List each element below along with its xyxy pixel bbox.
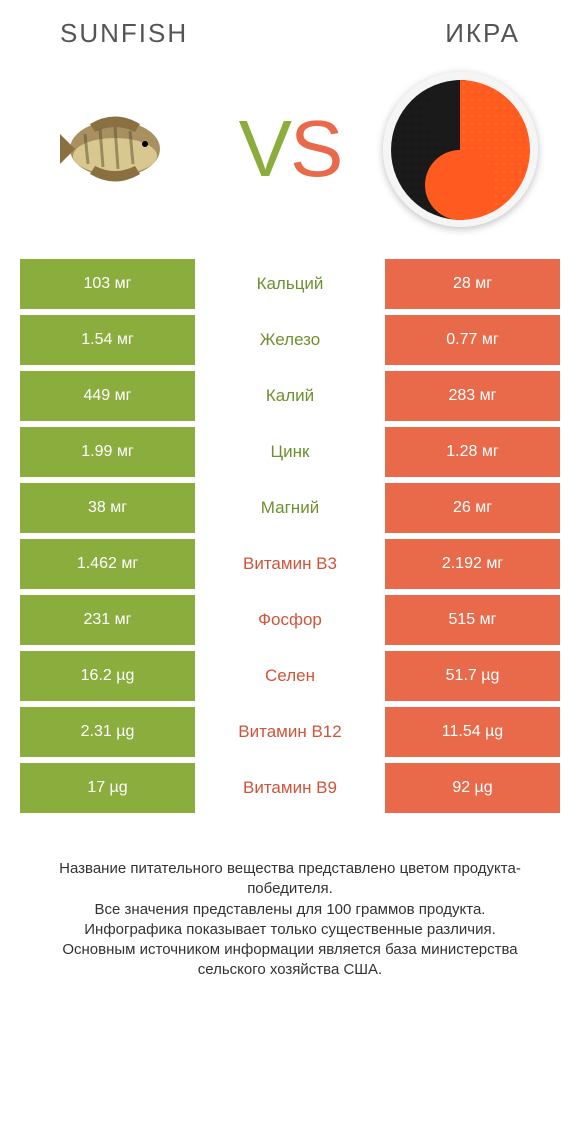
cell-left: 1.462 мг bbox=[20, 539, 195, 589]
footer-line: Название питательного вещества представл… bbox=[30, 859, 550, 900]
table-row: 449 мгКалий283 мг bbox=[20, 371, 560, 421]
cell-label: Кальций bbox=[195, 259, 385, 309]
cell-right: 28 мг bbox=[385, 259, 560, 309]
cell-right: 92 µg bbox=[385, 763, 560, 813]
cell-left: 38 мг bbox=[20, 483, 195, 533]
cell-right: 1.28 мг bbox=[385, 427, 560, 477]
cell-label: Витамин B3 bbox=[195, 539, 385, 589]
cell-label: Селен bbox=[195, 651, 385, 701]
cell-left: 2.31 µg bbox=[20, 707, 195, 757]
cell-right: 51.7 µg bbox=[385, 651, 560, 701]
cell-left: 103 мг bbox=[20, 259, 195, 309]
cell-left: 16.2 µg bbox=[20, 651, 195, 701]
cell-right: 26 мг bbox=[385, 483, 560, 533]
title-right: ИКРА bbox=[445, 18, 520, 49]
cell-right: 515 мг bbox=[385, 595, 560, 645]
vs-v: V bbox=[239, 104, 290, 193]
cell-right: 2.192 мг bbox=[385, 539, 560, 589]
table-row: 2.31 µgВитамин B1211.54 µg bbox=[20, 707, 560, 757]
header: SUNFISH ИКРА bbox=[0, 0, 580, 59]
cell-label: Магний bbox=[195, 483, 385, 533]
table-row: 1.462 мгВитамин B32.192 мг bbox=[20, 539, 560, 589]
caviar-image bbox=[380, 69, 540, 229]
images-row: VS bbox=[0, 59, 580, 259]
cell-left: 1.54 мг bbox=[20, 315, 195, 365]
cell-label: Фосфор bbox=[195, 595, 385, 645]
table-row: 1.54 мгЖелезо0.77 мг bbox=[20, 315, 560, 365]
table-row: 103 мгКальций28 мг bbox=[20, 259, 560, 309]
footer-line: Основным источником информации является … bbox=[30, 940, 550, 981]
footer-line: Инфографика показывает только существенн… bbox=[30, 920, 550, 940]
table-row: 38 мгМагний26 мг bbox=[20, 483, 560, 533]
comparison-table: 103 мгКальций28 мг 1.54 мгЖелезо0.77 мг 44… bbox=[0, 259, 580, 813]
cell-right: 11.54 µg bbox=[385, 707, 560, 757]
cell-label: Витамин B9 bbox=[195, 763, 385, 813]
cell-label: Цинк bbox=[195, 427, 385, 477]
vs-label: VS bbox=[239, 103, 342, 195]
cell-label: Железо bbox=[195, 315, 385, 365]
cell-left: 449 мг bbox=[20, 371, 195, 421]
cell-left: 1.99 мг bbox=[20, 427, 195, 477]
footer-line: Все значения представлены для 100 граммо… bbox=[30, 900, 550, 920]
cell-left: 231 мг bbox=[20, 595, 195, 645]
table-row: 16.2 µgСелен51.7 µg bbox=[20, 651, 560, 701]
cell-right: 283 мг bbox=[385, 371, 560, 421]
vs-s: S bbox=[290, 104, 341, 193]
table-row: 1.99 мгЦинк1.28 мг bbox=[20, 427, 560, 477]
sunfish-image bbox=[40, 69, 200, 229]
footer: Название питательного вещества представл… bbox=[0, 819, 580, 981]
title-left: SUNFISH bbox=[60, 18, 188, 49]
cell-label: Калий bbox=[195, 371, 385, 421]
fish-icon bbox=[50, 104, 190, 194]
table-row: 231 мгФосфор515 мг bbox=[20, 595, 560, 645]
caviar-plate-icon bbox=[383, 72, 538, 227]
cell-label: Витамин B12 bbox=[195, 707, 385, 757]
cell-right: 0.77 мг bbox=[385, 315, 560, 365]
table-row: 17 µgВитамин B992 µg bbox=[20, 763, 560, 813]
cell-left: 17 µg bbox=[20, 763, 195, 813]
